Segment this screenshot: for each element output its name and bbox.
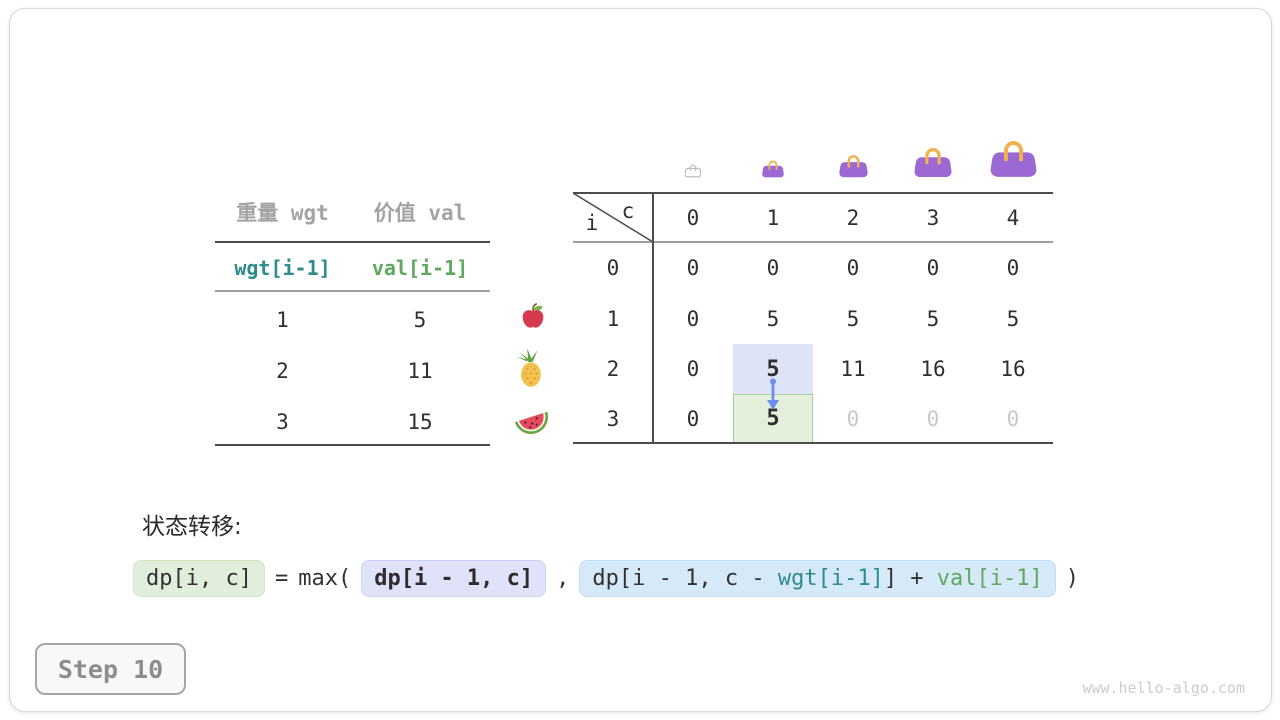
dp-col-header-0: 0	[686, 206, 700, 230]
dp-cell-1-2: 5	[846, 306, 860, 331]
dp-cell-1-1: 5	[766, 306, 780, 331]
dp-cell-0-0: 0	[686, 255, 700, 280]
dp-cell-3-4: 0	[1006, 406, 1020, 431]
dp-col-header-4: 4	[1006, 206, 1020, 230]
item-row-1-wgt: 2	[276, 359, 289, 383]
dp-col-header-2: 2	[846, 206, 860, 230]
dp-cell-2-4: 16	[1000, 357, 1026, 381]
dp-corner-diagonal	[573, 193, 653, 242]
watermark: www.hello-algo.com	[1082, 679, 1245, 697]
formula-lhs-pill: dp[i, c]	[133, 560, 265, 597]
dp-table-top-rule	[573, 192, 1053, 194]
item-row-2-wgt: 3	[276, 410, 289, 434]
formula-close-paren: )	[1065, 566, 1080, 591]
items-table-subheader-rule	[215, 290, 490, 292]
pineapple-icon	[516, 348, 541, 387]
dp-cell-0-3: 0	[926, 255, 940, 280]
dp-corner-col-var: c	[621, 199, 635, 223]
watermelon-icon	[514, 411, 548, 434]
dp-col-header-1: 1	[766, 206, 780, 230]
dp-cell-0-1: 0	[766, 255, 780, 280]
dp-row-header-0: 0	[606, 255, 620, 280]
arrow-down-icon	[767, 378, 779, 410]
items-col-header-val: 价值 val	[373, 201, 467, 225]
dp-cell-2-3: 16	[920, 357, 946, 381]
dp-table-vertical-rule	[652, 192, 654, 444]
dp-cell-2-0: 0	[686, 357, 700, 381]
dp-table-header-rule	[573, 241, 1053, 243]
dp-cell-3-3: 0	[926, 406, 940, 431]
dp-cell-1-4: 5	[1006, 306, 1020, 331]
dp-cell-3-0: 0	[686, 406, 700, 431]
dp-cell-2-2: 11	[840, 357, 866, 381]
dp-cell-1-0: 0	[686, 306, 700, 331]
dp-row-header-1: 1	[606, 306, 620, 331]
dp-table-bottom-rule	[573, 442, 1053, 444]
formula-arg2-val: val[i-1]	[936, 566, 1043, 591]
formula-arg2-pill: dp[i - 1, c - wgt[i-1]] + val[i-1]	[579, 560, 1056, 597]
dp-cell-3-2: 0	[846, 406, 860, 431]
bag-icon-large	[914, 148, 952, 178]
state-transition-label: 状态转移:	[142, 514, 242, 540]
dp-cell-3-1: 5	[766, 406, 780, 431]
dp-cell-2-1: 5	[766, 356, 780, 382]
items-subheader-wgt: wgt[i-1]	[234, 256, 331, 280]
dp-corner-row-var: i	[585, 211, 599, 235]
items-table-header-rule	[215, 241, 490, 243]
dp-cell-1-3: 5	[926, 306, 940, 331]
items-subheader-val: val[i-1]	[371, 256, 469, 280]
dp-row-header-2: 2	[606, 357, 620, 381]
item-row-0-val: 5	[413, 308, 427, 332]
formula-arg2-mid: ] +	[883, 566, 937, 591]
bag-icon-xlarge	[990, 141, 1037, 177]
step-badge: Step 10	[35, 643, 186, 695]
dp-cell-0-2: 0	[846, 255, 860, 280]
state-transition-formula: dp[i, c] = max( dp[i - 1, c] , dp[i - 1,…	[133, 560, 1079, 597]
formula-comma: ,	[556, 566, 570, 591]
item-row-2-val: 15	[407, 410, 433, 434]
dp-cell-0-4: 0	[1006, 255, 1020, 280]
items-col-header-wgt: 重量 wgt	[236, 201, 329, 225]
dp-row-header-3: 3	[606, 406, 620, 431]
dp-col-header-3: 3	[926, 206, 940, 230]
formula-max-open: max(	[298, 566, 352, 591]
bag-icon-small	[762, 160, 784, 178]
item-row-0-wgt: 1	[276, 308, 289, 332]
formula-arg1-pill: dp[i - 1, c]	[361, 560, 547, 597]
bag-icon-medium	[839, 155, 868, 178]
formula-arg2-pre: dp[i - 1, c -	[592, 566, 778, 591]
items-table-bottom-rule	[215, 444, 490, 446]
bag-empty-icon	[685, 164, 701, 178]
item-row-1-val: 11	[407, 359, 433, 383]
apple-icon	[522, 303, 544, 328]
formula-equals: =	[274, 566, 289, 591]
formula-arg2-wgt: wgt[i-1]	[777, 566, 884, 591]
